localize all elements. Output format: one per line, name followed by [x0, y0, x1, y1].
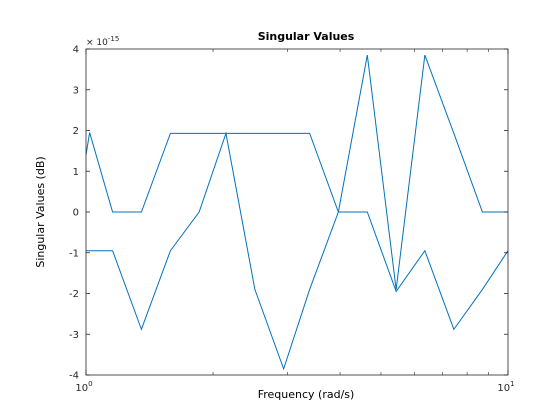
y-tick-label: 4 [73, 45, 79, 56]
x-tick-label: 100 [75, 380, 92, 394]
x-tick-label-exponent: 1 [510, 380, 514, 388]
series-line-2 [86, 54, 508, 371]
y-axis-multiplier: × 10-15 [86, 35, 119, 48]
x-tick-label-base: 10 [497, 383, 510, 394]
y-multiplier-base: × 10 [86, 38, 108, 48]
x-axis-label: Frequency (rad/s) [258, 388, 355, 401]
axes-box [85, 48, 509, 376]
y-tick-label: -3 [69, 330, 79, 341]
y-axis-label: Singular Values (dB) [34, 156, 47, 267]
x-tick-label-exponent: 0 [88, 380, 92, 388]
y-tick-label: -2 [69, 289, 79, 300]
series-layer [85, 54, 509, 371]
y-tick-label: -1 [69, 248, 79, 259]
series-line-1 [85, 132, 509, 331]
y-multiplier-exponent: -15 [108, 35, 119, 43]
y-tick-label: 2 [73, 126, 79, 137]
chart-title: Singular Values [258, 30, 355, 43]
plot-area [86, 49, 508, 375]
y-tick-label: -4 [69, 371, 79, 382]
y-tick-label: 3 [73, 85, 79, 96]
y-tick-label: 0 [73, 208, 79, 219]
x-tick-label-base: 10 [75, 383, 88, 394]
x-tick-label: 101 [497, 380, 514, 394]
y-tick-label: 1 [73, 167, 79, 178]
